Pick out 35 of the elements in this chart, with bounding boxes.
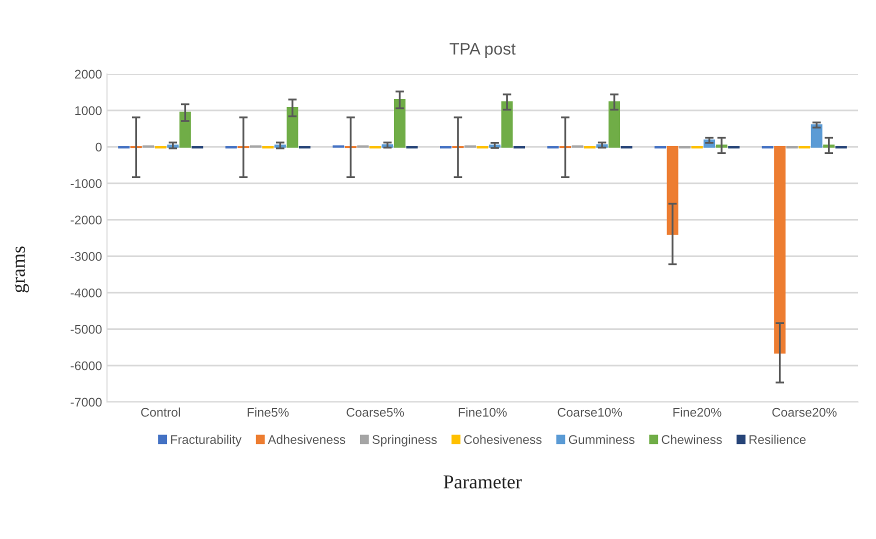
legend-label: Chewiness (662, 434, 722, 444)
y-tick-label: 1000 (75, 106, 102, 116)
legend-label: Resilience (750, 434, 806, 444)
bar (608, 101, 620, 148)
y-tick-label: -3000 (70, 252, 102, 261)
y-axis-title: grams (14, 246, 29, 292)
bar (394, 99, 406, 148)
x-tick-label: Coarse20% (772, 408, 837, 417)
y-tick-label: -2000 (70, 216, 102, 224)
bar (179, 112, 191, 148)
x-tick-label: Coarse10% (558, 408, 622, 417)
y-tick-label: -7000 (70, 398, 102, 407)
bar (810, 124, 822, 148)
x-tick-label: Fine10% (458, 408, 507, 417)
bar (501, 101, 513, 148)
bar (286, 107, 298, 148)
x-axis-title: Parameter (444, 476, 522, 488)
legend-label: Fracturability (171, 434, 242, 446)
x-tick-label: Control (141, 408, 180, 417)
y-tick-label: 2000 (74, 70, 102, 79)
legend-label: Gumminess (568, 434, 634, 444)
legend-label: Cohesiveness (464, 434, 542, 444)
bar (774, 146, 786, 354)
chart-title: TPA post (450, 43, 516, 58)
y-tick-label: -5000 (70, 324, 102, 334)
y-tick-label: -6000 (70, 361, 102, 370)
x-tick-label: Coarse5% (346, 408, 404, 417)
x-tick-label: Fine20% (673, 408, 722, 417)
y-tick-label: 0 (96, 142, 102, 152)
y-tick-label: -1000 (70, 179, 102, 188)
bar (666, 146, 678, 235)
y-tick-label: -4000 (70, 288, 102, 298)
legend-label: Adhesiveness (268, 434, 346, 444)
x-tick-label: Fine5% (248, 408, 289, 417)
legend-label: Springiness (372, 434, 437, 446)
